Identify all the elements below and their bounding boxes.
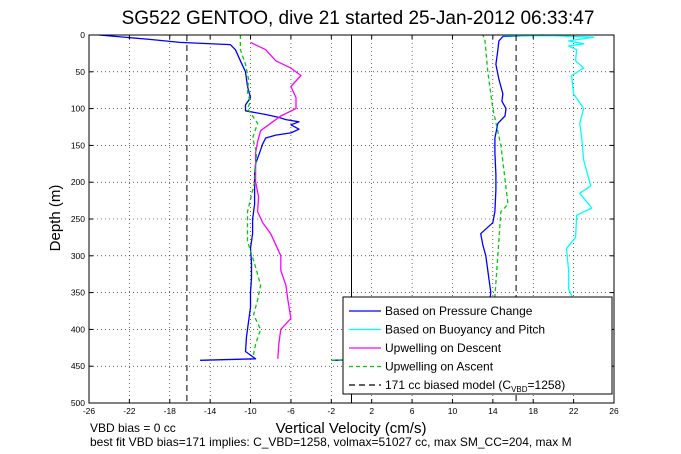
legend-label: Based on Buoyancy and Pitch bbox=[385, 323, 545, 337]
axis-ticks: -26 -22 -18 -14 -10 -6 -2 2 6 10 14 18 22 26050100150… bbox=[71, 30, 619, 416]
y-tick-label: 100 bbox=[71, 104, 85, 114]
x-tick-label: -10 bbox=[244, 406, 257, 416]
legend: Based on Pressure Change Based on Buoyanc… bbox=[342, 296, 613, 395]
x-tick-label: 18 bbox=[528, 406, 538, 416]
y-tick-label: 200 bbox=[71, 177, 85, 187]
x-tick-label: -14 bbox=[204, 406, 217, 416]
best-fit-note: best fit VBD bias=171 implies: C_VBD=125… bbox=[90, 435, 572, 449]
legend-label: Upwelling on Descent bbox=[385, 341, 502, 355]
x-tick-label: -22 bbox=[123, 406, 136, 416]
series-line-upwelling-on-ascent bbox=[331, 34, 509, 361]
y-tick-label: 50 bbox=[76, 67, 86, 77]
x-tick-label: 2 bbox=[369, 406, 374, 416]
legend-label: Upwelling on Ascent bbox=[385, 360, 494, 374]
x-tick-label: 10 bbox=[448, 406, 458, 416]
legend-label: 171 cc biased model (CVBD=1258) bbox=[385, 378, 565, 394]
chart-title: SG522 GENTOO, dive 21 started 25-Jan-201… bbox=[122, 8, 595, 29]
x-tick-label: -6 bbox=[287, 406, 295, 416]
y-axis-label: Depth (m) bbox=[47, 185, 64, 252]
y-tick-label: 400 bbox=[71, 324, 85, 334]
x-tick-label: 6 bbox=[410, 406, 415, 416]
x-tick-label: 22 bbox=[569, 406, 579, 416]
x-tick-label: 14 bbox=[488, 406, 498, 416]
series-line-based-on-pressure-change bbox=[331, 34, 544, 361]
y-tick-label: 0 bbox=[80, 30, 85, 40]
y-tick-label: 150 bbox=[71, 140, 85, 150]
series-line-based-on-pressure-change bbox=[99, 34, 300, 361]
series-line-upwelling-on-ascent bbox=[239, 35, 262, 359]
series-line-upwelling-on-descent bbox=[250, 41, 302, 359]
y-tick-label: 500 bbox=[71, 398, 85, 408]
legend-box bbox=[342, 296, 613, 395]
y-tick-label: 450 bbox=[71, 361, 85, 371]
series-line-based-on-buoyancy-and-pitch bbox=[502, 35, 595, 301]
vbd-bias-note: VBD bias = 0 cc bbox=[90, 421, 176, 435]
x-tick-label: -2 bbox=[328, 406, 336, 416]
x-tick-label: 26 bbox=[609, 406, 619, 416]
y-tick-label: 300 bbox=[71, 251, 85, 261]
y-tick-label: 250 bbox=[71, 214, 85, 224]
x-axis-label: Vertical Velocity (cm/s) bbox=[276, 420, 427, 437]
x-tick-label: -18 bbox=[164, 406, 177, 416]
y-tick-label: 350 bbox=[71, 288, 85, 298]
x-tick-label: -26 bbox=[83, 406, 96, 416]
legend-label: Based on Pressure Change bbox=[385, 304, 533, 318]
